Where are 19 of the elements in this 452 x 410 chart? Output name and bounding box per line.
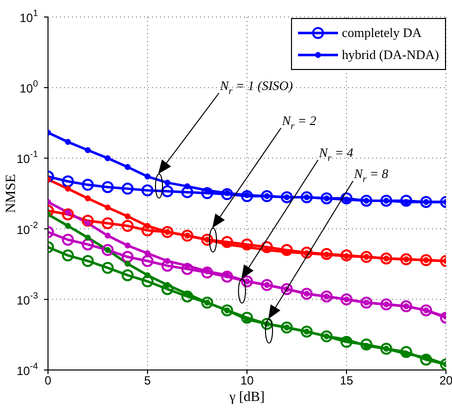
y-tick-label: 10$^{-1}$ [16, 149, 38, 166]
annotation: N$_{r}$ = 1 (SISO) [219, 78, 293, 97]
y-tick-label: 10$^{-3}$ [16, 290, 38, 308]
y-tick-label: 10$^{1}$ [20, 8, 38, 25]
y-tick-label: 10$^{-2}$ [16, 220, 38, 237]
y-tick-label: 10$^{0}$ [20, 78, 38, 96]
y-axis-title: NMSE [4, 174, 19, 213]
y-tick-label: 10$^{-4}$ [16, 361, 38, 378]
annotation: N$_{r}$ = 4 [318, 145, 354, 164]
x-tick-label: 0 [44, 374, 52, 388]
annotation: N$_{r}$ = 2 [281, 113, 317, 132]
x-tick-label: 15 [340, 374, 354, 388]
x-tick-label: 20 [439, 374, 452, 388]
x-tick-label: 5 [144, 374, 152, 388]
legend-label: completely DA [342, 25, 422, 41]
x-tick-label: 10 [240, 374, 254, 388]
annotation: N$_{r}$ = 8 [353, 166, 389, 185]
x-axis-title: γ [dB] [228, 390, 265, 405]
legend-label: hybrid (DA-NDA) [342, 47, 439, 63]
